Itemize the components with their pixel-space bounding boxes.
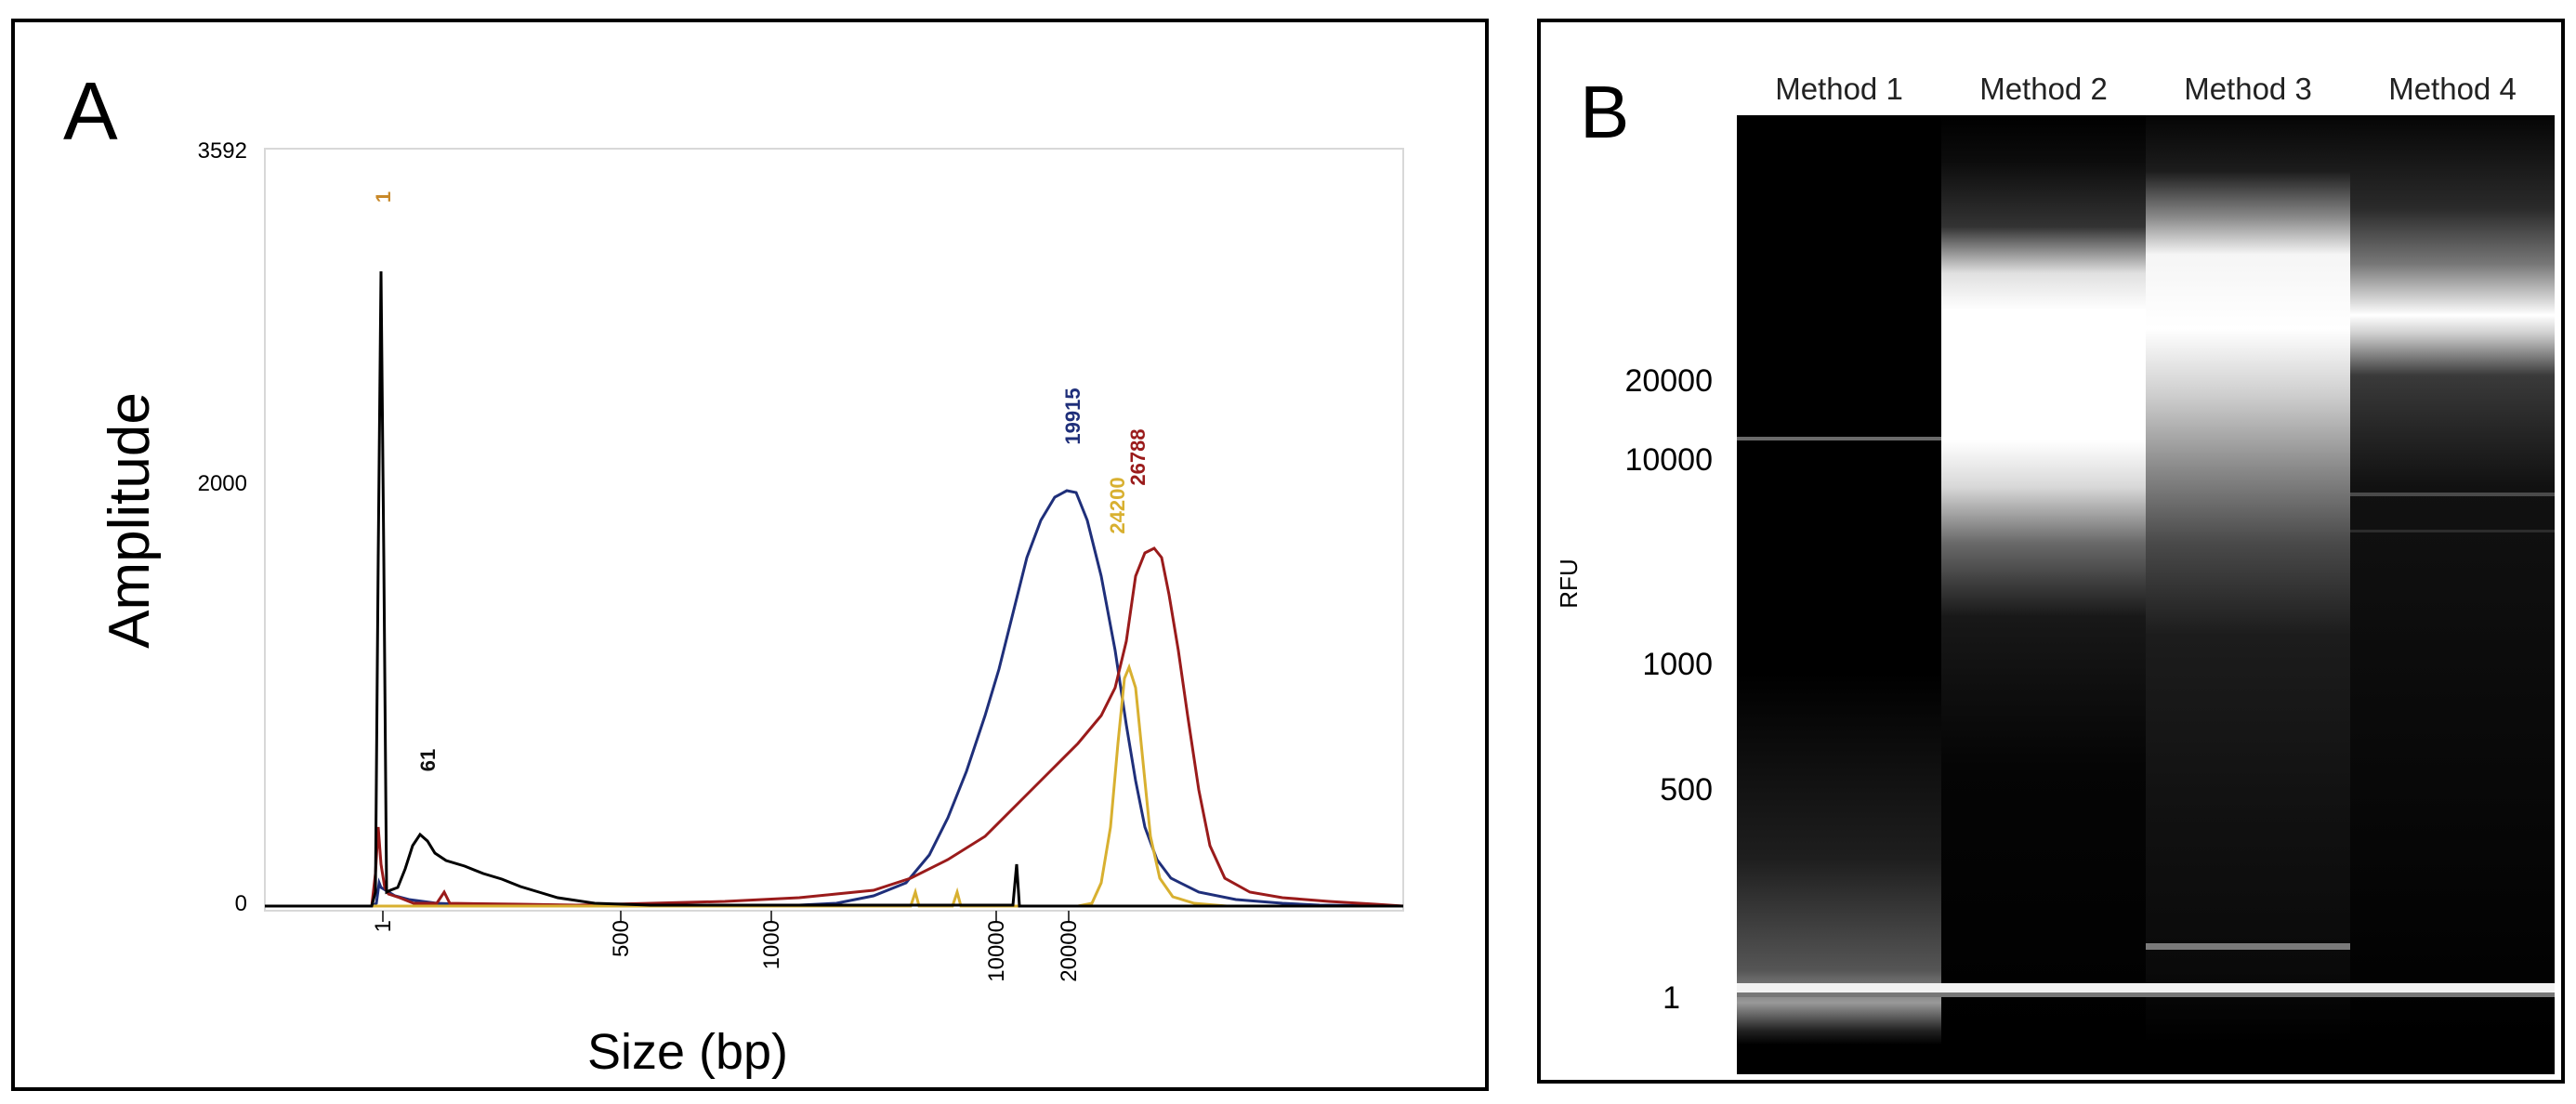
series-red-line	[265, 546, 1404, 908]
series-black-line	[265, 270, 1403, 908]
y-axis-title: Amplitude	[98, 392, 162, 649]
rfu-axis-title: RFU	[1555, 559, 1583, 608]
lane-method-1	[1737, 115, 1941, 1045]
panel-a: A 3592 2000 0 Amplitude Size (bp) 1 500 …	[11, 19, 1489, 1091]
lane-label: Method 4	[2388, 72, 2517, 106]
peak-label: 26788	[1126, 428, 1150, 485]
rfu-tick-label: 20000	[1624, 363, 1713, 399]
x-tick-label: 1	[371, 920, 396, 932]
peak-label: 19915	[1061, 388, 1084, 444]
lane-method-3	[2146, 115, 2350, 1045]
rfu-tick-label: 1	[1663, 980, 1680, 1016]
x-tick-marks	[382, 911, 1070, 922]
gel-band	[2350, 493, 2555, 496]
gel-band	[1737, 437, 1941, 440]
y-tick-label: 0	[235, 891, 247, 916]
peak-label: 24200	[1106, 477, 1129, 533]
y-tick-label: 3592	[198, 138, 247, 164]
rfu-tick-label: 10000	[1624, 442, 1713, 478]
peak-label: 61	[416, 749, 440, 771]
rfu-tick-label: 1000	[1642, 647, 1713, 682]
x-tick-label: 10000	[984, 920, 1009, 982]
marker-band-shadow	[1737, 992, 2555, 997]
plot-area	[264, 148, 1404, 912]
panel-b-label: B	[1580, 71, 1629, 153]
panel-b: B Method 1 Method 2 Method 3 Method 4 RF…	[1537, 19, 2565, 1084]
peak-label: 1	[372, 191, 395, 203]
lane-label: Method 3	[2184, 72, 2312, 106]
x-tick-label: 1000	[759, 920, 784, 969]
marker-band	[1737, 983, 2555, 992]
x-tick-label: 500	[609, 920, 634, 957]
gel-band	[2146, 943, 2350, 950]
lane-label: Method 1	[1775, 72, 1903, 106]
lane-method-4	[2350, 115, 2555, 1045]
x-tick-label: 20000	[1057, 920, 1082, 982]
gel-band	[2350, 530, 2555, 532]
lane-label: Method 2	[1979, 72, 2108, 106]
y-tick-label: 2000	[198, 471, 247, 496]
x-axis-title: Size (bp)	[587, 1024, 788, 1080]
rfu-tick-label: 500	[1660, 772, 1713, 808]
lane-method-2	[1941, 115, 2146, 1045]
panel-a-label: A	[63, 65, 118, 157]
